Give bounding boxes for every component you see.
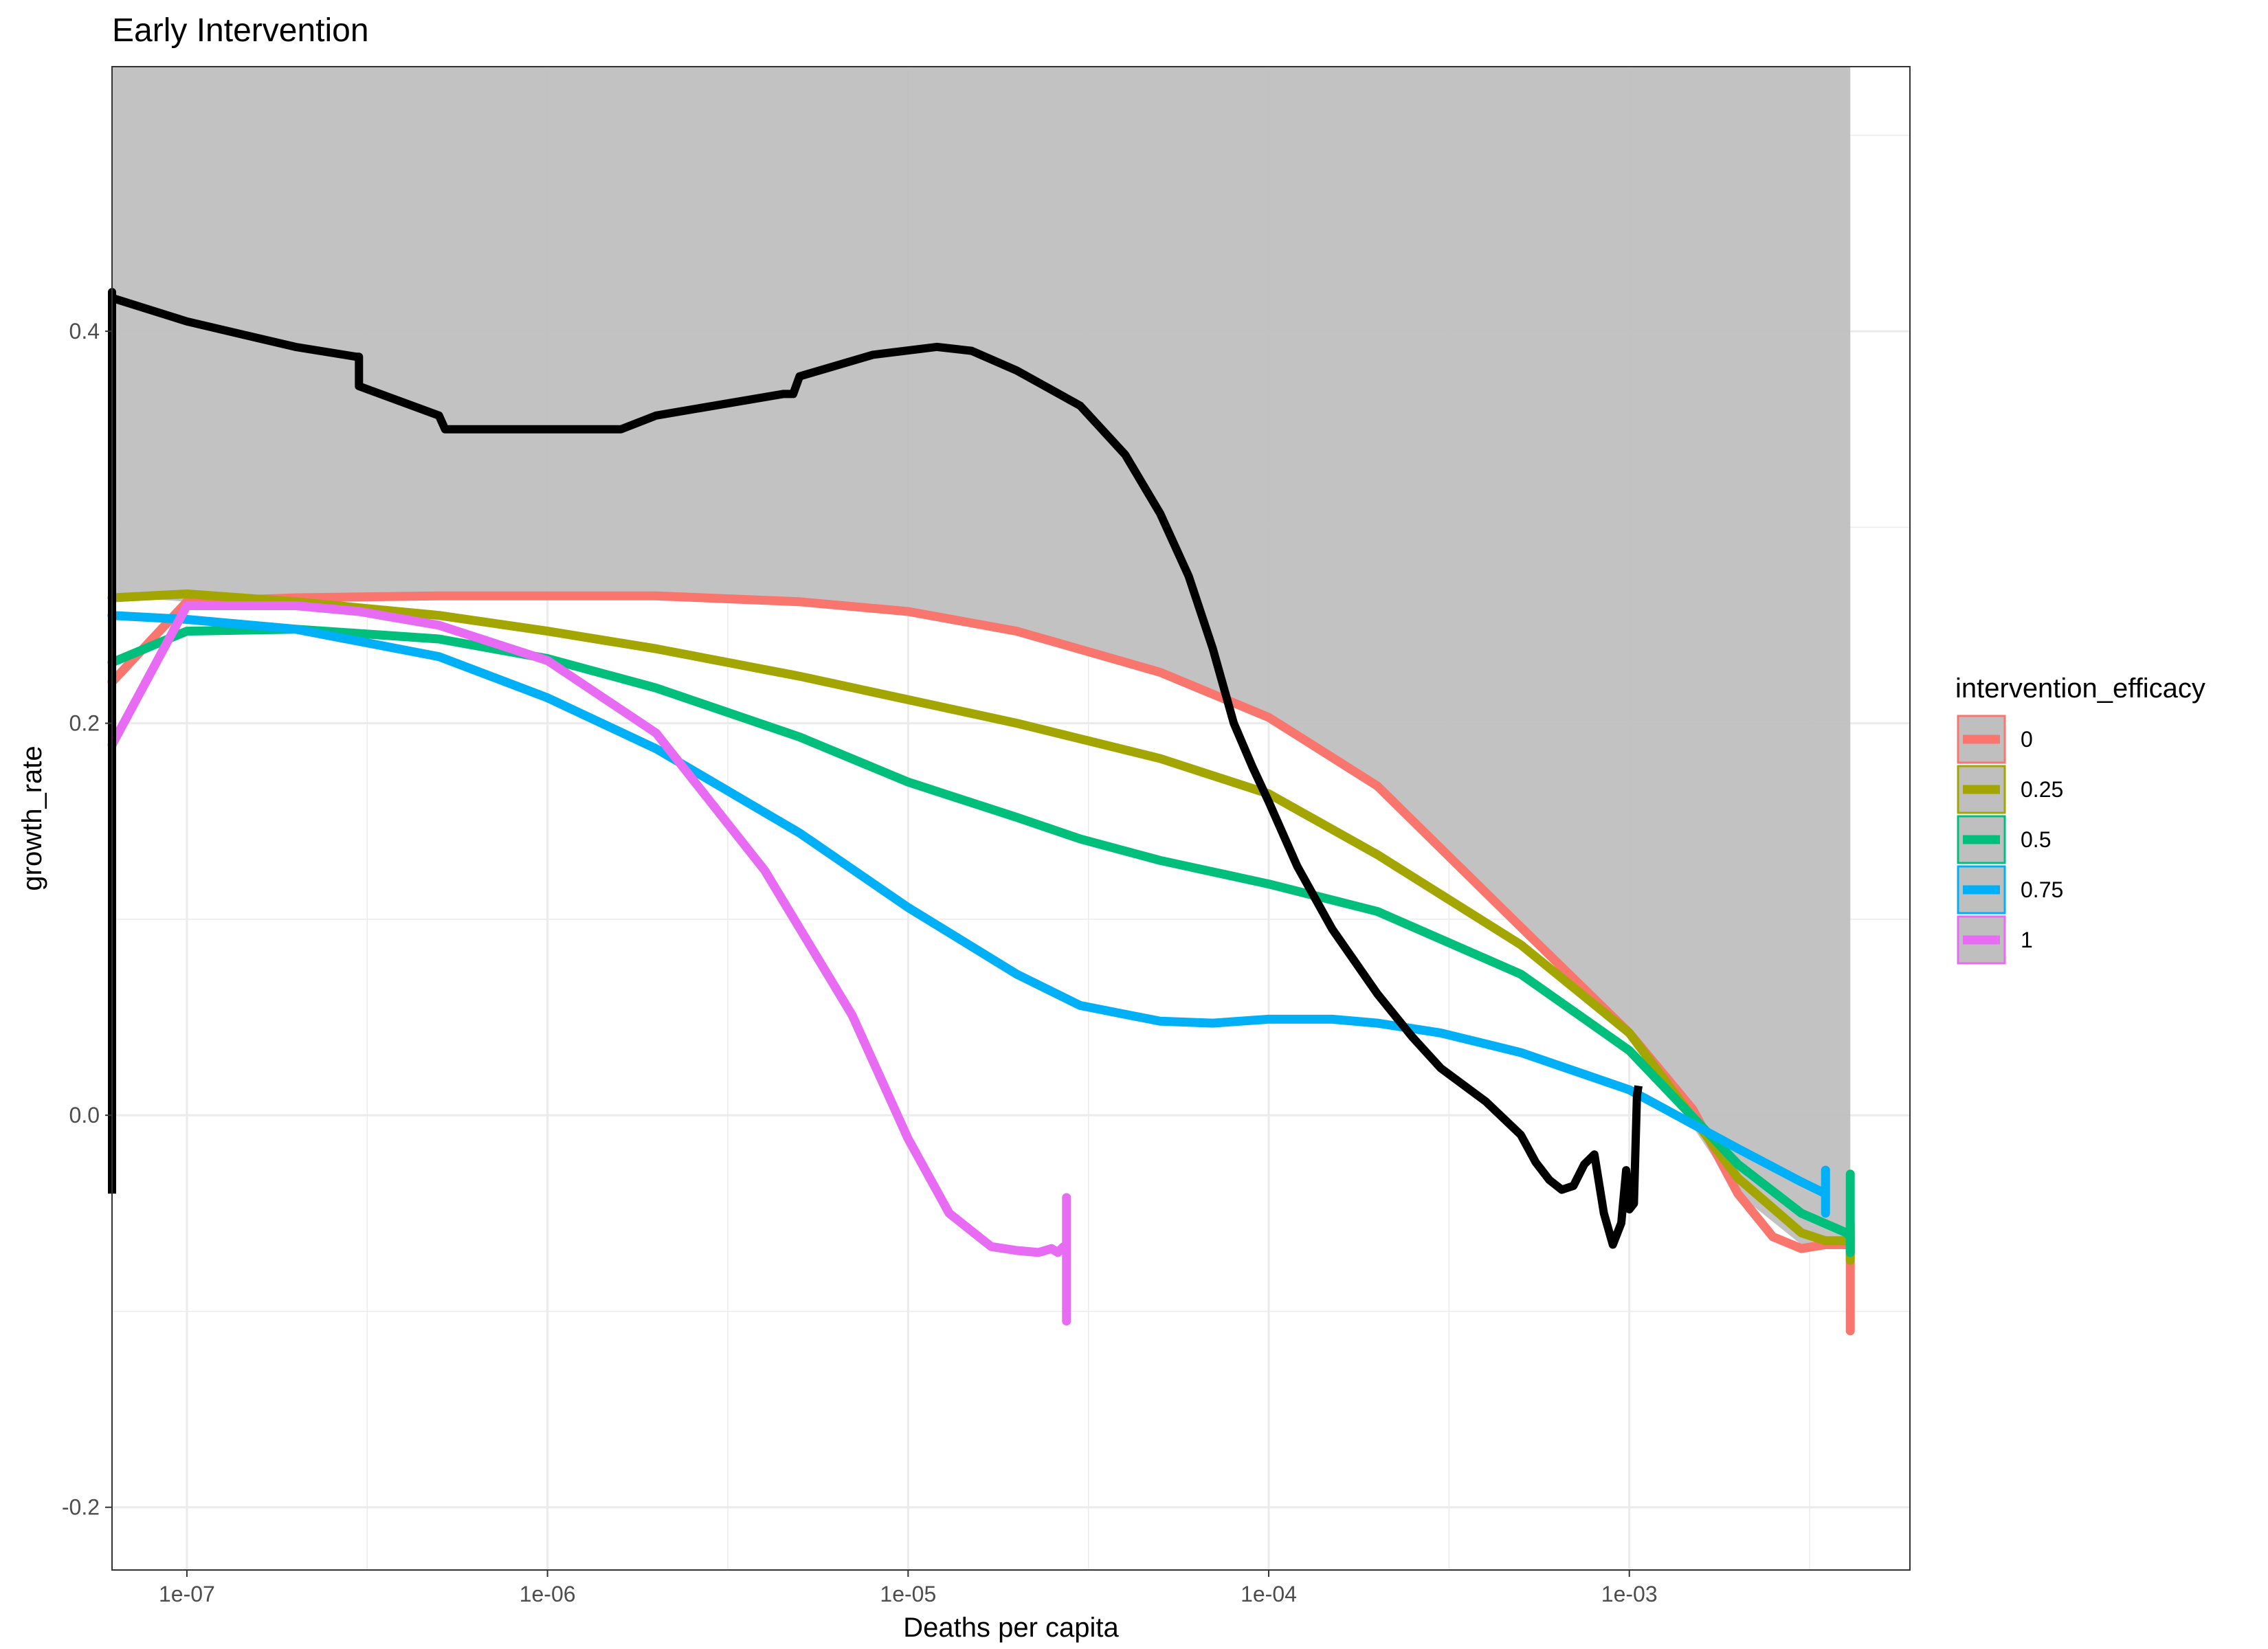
legend-item: 0.25 xyxy=(1957,765,2063,814)
legend-item: 0.5 xyxy=(1957,815,2051,864)
legend-item: 1 xyxy=(1957,915,2033,965)
legend-label: 0.25 xyxy=(2021,777,2063,802)
legend: intervention_efficacy 0 0.25 0.5 0.75 1 xyxy=(1955,673,2205,965)
legend-label: 0.5 xyxy=(2021,827,2051,852)
legend-keys: 0 0.25 0.5 0.75 1 xyxy=(1957,715,2063,965)
chart-title: Early Intervention xyxy=(112,12,369,49)
x-axis-title: Deaths per capita xyxy=(903,1613,1119,1643)
y-tick-label: 0.0 xyxy=(69,1103,100,1128)
series-line-0 xyxy=(107,591,1855,1336)
legend-title: intervention_efficacy xyxy=(1955,673,2205,704)
y-tick-label: 0.2 xyxy=(69,711,100,736)
x-tick-label: 1e-03 xyxy=(1601,1582,1658,1606)
reference-line xyxy=(108,288,1643,1249)
legend-item: 0.75 xyxy=(1957,865,2063,915)
x-tick-label: 1e-04 xyxy=(1241,1582,1297,1606)
x-tick-label: 1e-06 xyxy=(520,1582,576,1606)
shaded-region xyxy=(112,67,1851,1245)
legend-label: 1 xyxy=(2021,928,2033,952)
legend-label: 0.75 xyxy=(2021,877,2063,902)
axis-ticks: 1e-07 1e-06 1e-05 1e-04 1e-03 0.4 0.2 0.0 -0.2 xyxy=(62,319,1658,1606)
legend-item: 0 xyxy=(1957,715,2033,764)
series-line-1 xyxy=(107,601,1071,1326)
panel-border xyxy=(111,66,1911,1571)
x-tick-label: 1e-05 xyxy=(880,1582,936,1606)
legend-label: 0 xyxy=(2021,727,2033,752)
y-axis-title: growth_rate xyxy=(17,745,47,890)
y-tick-label: -0.2 xyxy=(62,1495,100,1520)
shaded-region-layer xyxy=(112,67,1851,1245)
series-line-0-25 xyxy=(107,589,1855,1265)
series-layer xyxy=(107,288,1855,1336)
x-tick-label: 1e-07 xyxy=(159,1582,215,1606)
y-tick-label: 0.4 xyxy=(69,319,100,344)
series-line-0-75 xyxy=(107,611,1830,1218)
series-line-0-5 xyxy=(107,625,1855,1257)
